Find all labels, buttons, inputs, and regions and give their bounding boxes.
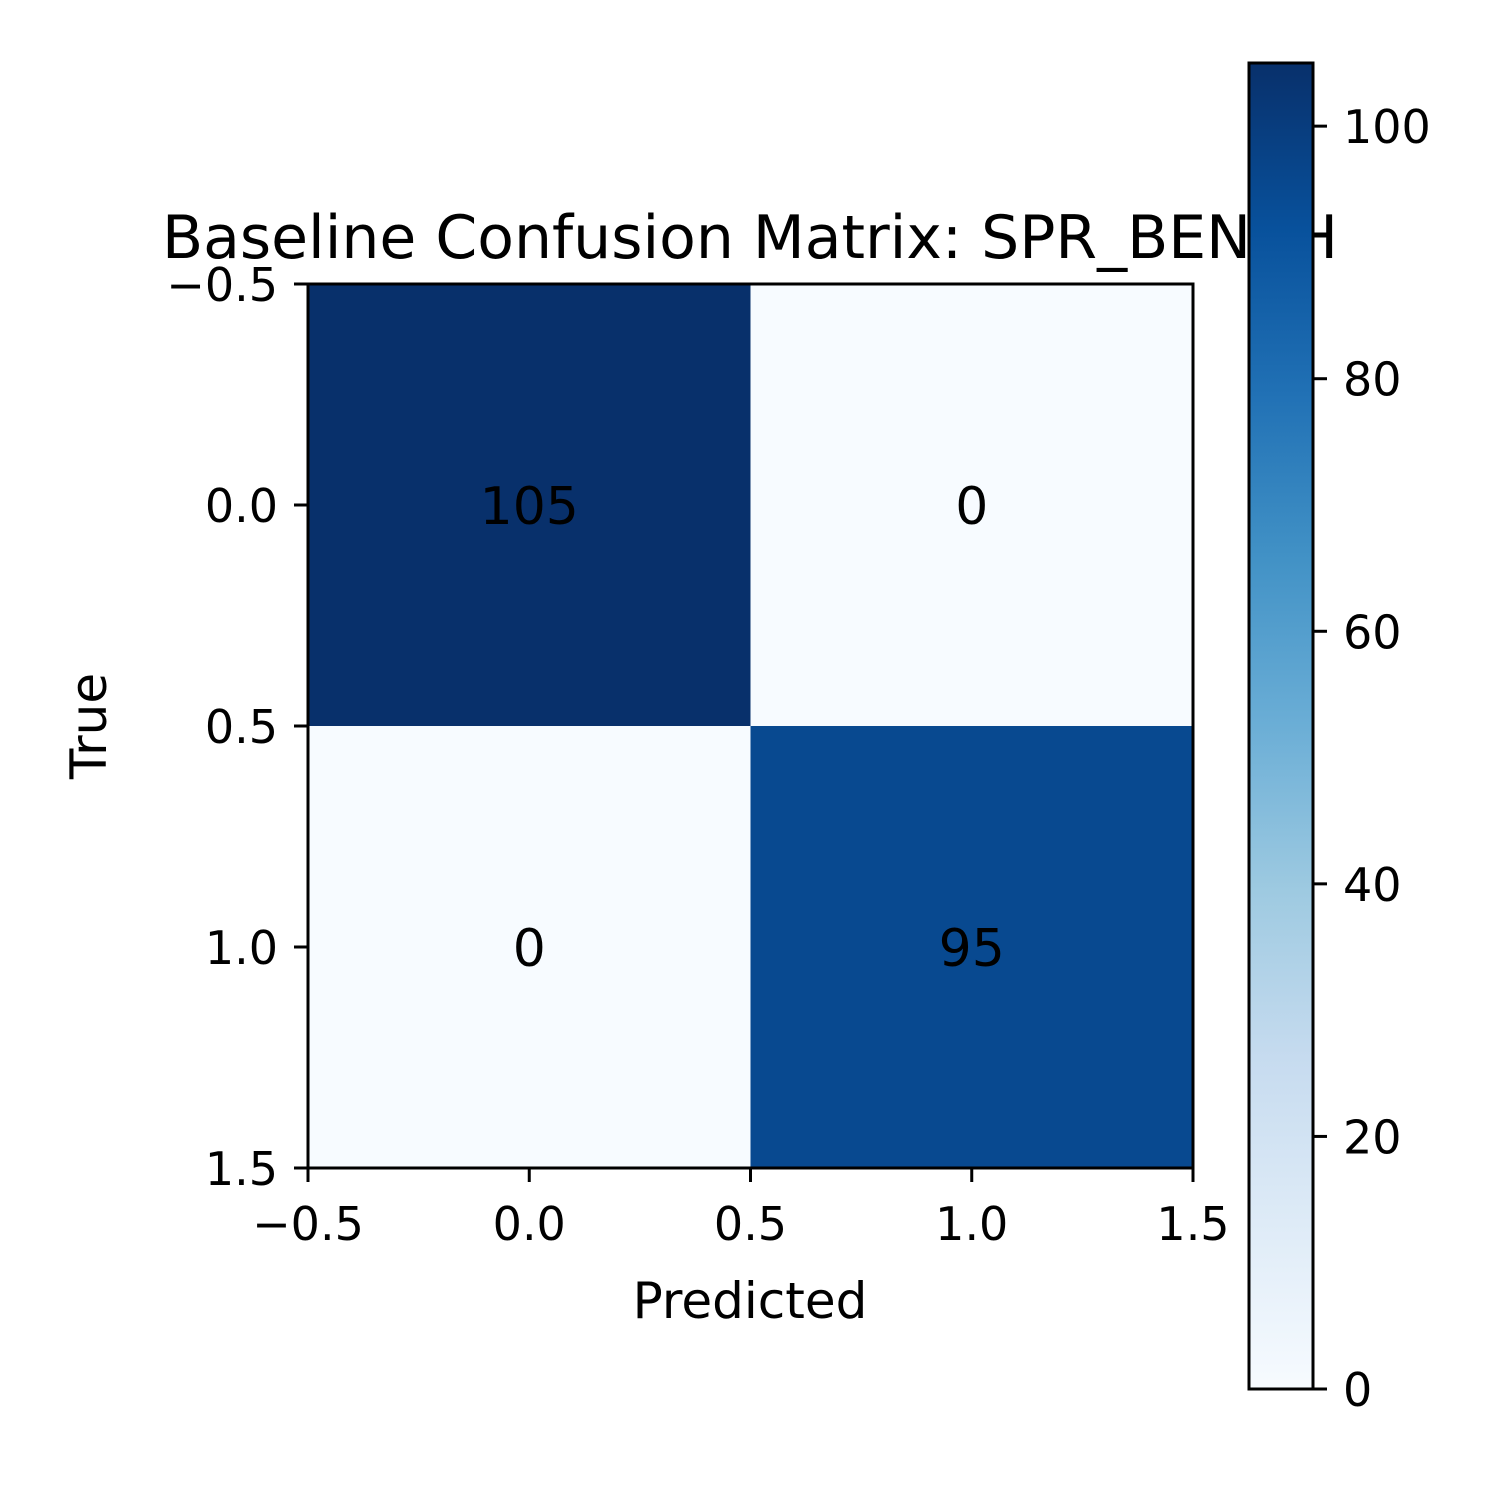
colorbar: 0 20 40 60 80 100 [1247, 61, 1431, 1417]
colorbar-tick-label: 60 [1343, 605, 1402, 659]
x-tick-label: 0.0 [493, 1197, 566, 1251]
y-tick-label: 1.5 [205, 1142, 278, 1196]
colorbar-tick-label: 0 [1343, 1363, 1372, 1417]
heatmap-cell [750, 284, 1194, 727]
cell-value-label: 0 [513, 919, 546, 979]
y-axis-ticks: −0.5 0.0 0.5 1.0 1.5 [166, 258, 308, 1196]
y-tick-label: 1.0 [205, 921, 278, 975]
heatmap-cells [308, 284, 1194, 1169]
colorbar-ticks: 0 20 40 60 80 100 [1313, 100, 1431, 1417]
x-axis-label: Predicted [633, 1272, 868, 1330]
y-tick-label: −0.5 [166, 258, 278, 312]
cell-value-label: 95 [939, 919, 1005, 979]
x-tick-label: 0.5 [714, 1197, 787, 1251]
heatmap-cell [308, 726, 751, 1169]
colorbar-tick-label: 80 [1343, 353, 1402, 407]
colorbar-tick-label: 20 [1343, 1110, 1402, 1164]
x-tick-label: 1.5 [1156, 1197, 1229, 1251]
cell-value-label: 105 [480, 477, 579, 537]
y-axis-label: True [60, 673, 118, 780]
colorbar-gradient [1247, 61, 1315, 1391]
y-tick-label: 0.5 [205, 700, 278, 754]
x-axis-ticks: −0.5 0.0 0.5 1.0 1.5 [252, 1168, 1230, 1251]
cell-labels: 105 0 0 95 [480, 477, 1005, 979]
y-tick-label: 0.0 [205, 479, 278, 533]
x-tick-label: −0.5 [252, 1197, 364, 1251]
chart-title: Baseline Confusion Matrix: SPR_BENCH [162, 203, 1338, 273]
cell-value-label: 0 [955, 477, 988, 537]
heatmap-cell [750, 726, 1194, 1169]
colorbar-tick-label: 100 [1343, 100, 1431, 154]
heatmap-cell [308, 284, 751, 727]
colorbar-tick-label: 40 [1343, 858, 1402, 912]
x-tick-label: 1.0 [935, 1197, 1008, 1251]
